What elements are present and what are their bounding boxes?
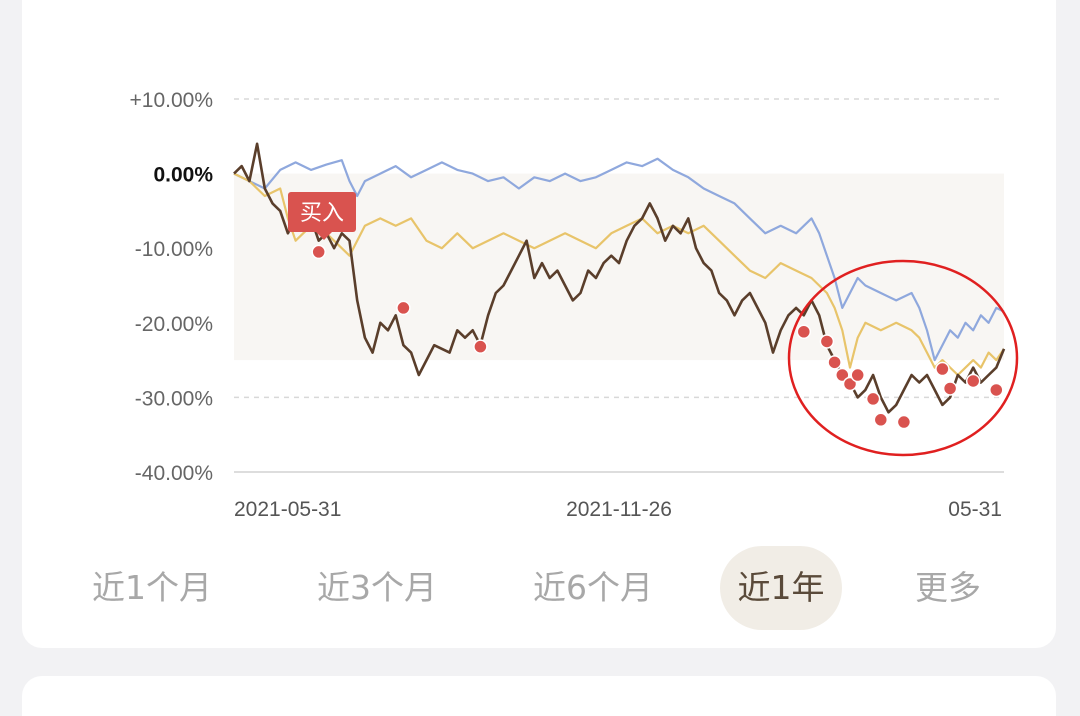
buy-marker [473,339,488,354]
tab-1-year[interactable]: 近1年 [720,546,842,630]
annotations: 买入 [288,192,1019,457]
buy-marker [850,367,865,383]
buy-tag-pointer [316,232,332,240]
y-tick-label: 0.00% [153,164,213,187]
series-line-3 [233,142,1006,414]
x-tick-label: 2021-11-26 [566,498,672,521]
tab-6-months[interactable]: 近6个月 [533,568,653,607]
buy-marker [819,334,835,349]
buy-marker [896,414,912,430]
buy-marker [865,391,881,407]
x-tick-label: 2021-05-31 [234,498,341,521]
y-tick-label: +10.00% [130,89,214,112]
tab-1-month[interactable]: 近1个月 [92,568,212,607]
buy-markers [311,244,1004,430]
period-tabs: 近1个月 近3个月 近6个月 近1年 更多 [22,546,1056,630]
buy-marker [827,355,842,370]
buy-tag-background [288,192,356,232]
buy-marker [942,381,958,396]
y-tick-label: -20.00% [135,313,213,336]
y-tick-label: -40.00% [135,462,213,485]
y-tick-label: -10.00% [135,238,213,261]
next-card [22,676,1056,716]
buy-marker [396,300,411,316]
buy-marker [873,412,889,428]
buy-marker [935,361,950,377]
tab-more[interactable]: 更多 [915,568,981,607]
buy-tag: 买入 [288,192,356,240]
buy-marker [965,373,981,389]
tab-3-months[interactable]: 近3个月 [317,568,437,607]
performance-chart: +10.00% 0.00% -10.00% -20.00% -30.00% -40.00%… [130,89,1019,521]
buy-marker [989,382,1004,398]
buy-marker [311,244,326,260]
x-tick-label: 05-31 [948,498,1002,521]
y-tick-label: -30.00% [135,387,213,410]
buy-marker [796,324,812,340]
highlight-circle [787,259,1019,457]
series-line-1 [233,157,1005,362]
buy-tag-label: 买入 [300,201,344,226]
axis-labels: +10.00% 0.00% -10.00% -20.00% -30.00% -40.00%… [130,89,1003,521]
series-line-2 [233,172,1005,377]
series-lines [233,142,1006,414]
